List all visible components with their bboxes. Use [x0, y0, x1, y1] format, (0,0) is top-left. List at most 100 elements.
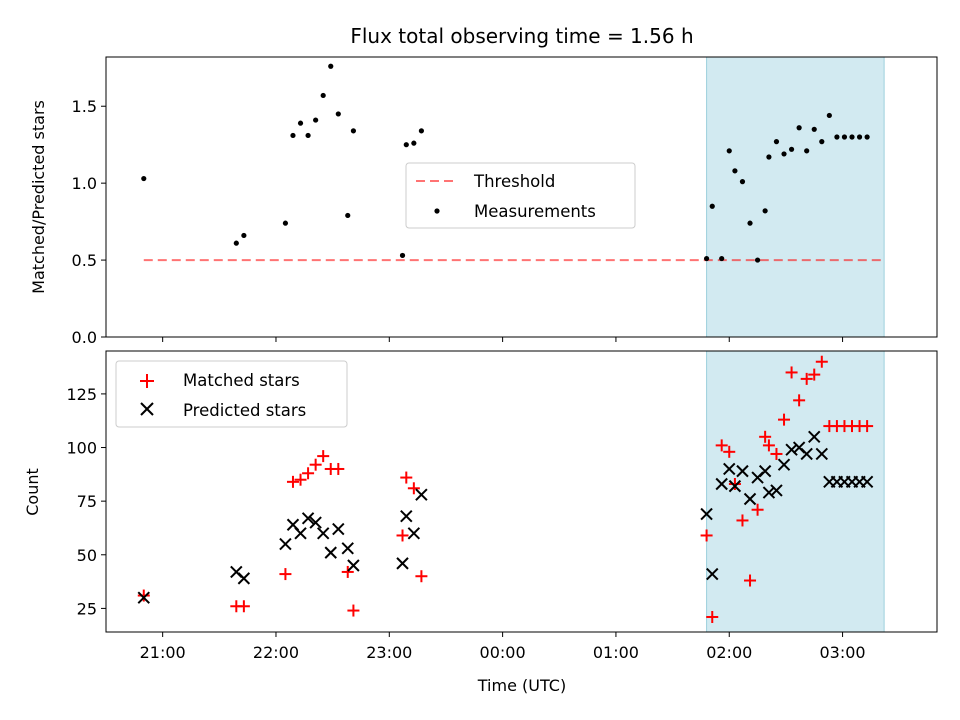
- measurement-point: [320, 92, 326, 99]
- predicted-star-point: [800, 447, 813, 461]
- measurement-point: [313, 117, 319, 123]
- measurement-point: [841, 134, 848, 140]
- measurement-point: [411, 140, 417, 146]
- matched-star-point: [723, 445, 736, 458]
- matched-star-point: [770, 447, 783, 460]
- measurement-point: [864, 134, 870, 140]
- measurement-point: [739, 179, 746, 185]
- matched-star-point: [778, 413, 791, 426]
- predicted-star-point: [341, 542, 354, 555]
- measurement-point: [849, 134, 855, 140]
- matched-star-point: [793, 394, 806, 407]
- top-highlight-span: [706, 56, 885, 338]
- matched-star-point: [279, 568, 292, 581]
- top-y-ticks: 0.0 0.5 1.0 1.5: [72, 97, 106, 347]
- predicted-star-point: [808, 430, 821, 444]
- measurement-point: [732, 168, 738, 174]
- matched-star-point: [800, 372, 813, 385]
- matched-star-point: [736, 514, 749, 527]
- measurement-point: [834, 134, 840, 140]
- predicted-star-point: [736, 464, 749, 478]
- bottom-highlight-span: [706, 350, 885, 633]
- bottom-axes-frame: [105, 350, 938, 633]
- legend-threshold-label: Threshold: [473, 172, 555, 191]
- measurement-point: [719, 255, 725, 262]
- matched-star-point: [347, 604, 360, 617]
- bottom-y-ticks: 25 50 75 100 125: [66, 385, 106, 618]
- legend-measurement-swatch: [434, 208, 440, 214]
- top-y-axis-label: Matched/Predicted stars: [29, 100, 48, 294]
- measurement-point: [282, 220, 289, 226]
- predicted-star-point: [324, 546, 337, 559]
- matched-star-point: [751, 503, 764, 516]
- measurement-point: [762, 208, 768, 214]
- matched-star-point: [415, 570, 428, 583]
- predicted-star-point: [347, 559, 360, 572]
- x-tick-label: 23:00: [366, 643, 412, 662]
- x-tick-label: 00:00: [480, 643, 526, 662]
- matched-star-point: [302, 467, 315, 480]
- measurement-point: [141, 175, 147, 182]
- predicted-star-point: [316, 527, 330, 540]
- predicted-star-point: [723, 462, 736, 476]
- matched-star-markers: [137, 355, 874, 623]
- matched-star-point: [294, 473, 307, 486]
- measurement-point: [345, 212, 351, 219]
- predicted-star-point: [309, 516, 322, 529]
- legend-matched-swatch: [140, 374, 154, 388]
- predicted-star-point: [777, 458, 791, 471]
- measurement-point: [826, 112, 832, 119]
- matched-star-point: [400, 471, 413, 484]
- predicted-star-point: [294, 527, 307, 540]
- x-tick-label: 22:00: [253, 643, 299, 662]
- x-tick-label: 01:00: [593, 643, 639, 662]
- measurement-point: [766, 154, 772, 160]
- measurement-point: [747, 220, 753, 226]
- predicted-star-point: [706, 567, 719, 581]
- measurement-point: [788, 146, 795, 152]
- measurement-point: [328, 63, 334, 69]
- measurement-point: [781, 151, 787, 157]
- top-y-tick-label: 1.5: [72, 97, 97, 116]
- bottom-x-ticks: 21:00 22:00 23:00 00:00 01:00 02:00 03:00: [140, 632, 866, 662]
- measurement-point: [335, 111, 341, 117]
- bottom-y-tick-label: 125: [66, 385, 97, 404]
- measurement-point: [305, 132, 311, 139]
- predicted-star-point: [415, 488, 428, 501]
- bottom-y-tick-label: 75: [77, 492, 97, 511]
- predicted-star-point: [785, 443, 798, 456]
- matched-star-point: [715, 439, 728, 452]
- predicted-star-point: [715, 477, 728, 491]
- measurement-point: [804, 148, 810, 154]
- matched-star-point: [706, 610, 719, 623]
- matched-star-point: [317, 450, 330, 463]
- measurement-point: [418, 128, 425, 134]
- measurement-point: [403, 142, 409, 148]
- legend-predicted-label: Predicted stars: [183, 401, 306, 420]
- matched-star-point: [309, 458, 322, 471]
- top-legend: Threshold Measurements: [405, 162, 636, 229]
- predicted-star-markers: [137, 430, 874, 604]
- matched-star-point: [728, 477, 741, 490]
- measurement-points: [141, 63, 870, 263]
- top-y-tick-label: 1.0: [72, 174, 97, 193]
- legend-predicted-swatch: [140, 402, 154, 416]
- bottom-legend-box: [115, 360, 348, 428]
- top-axes-frame: [105, 56, 938, 338]
- top-y-tick-label: 0.5: [72, 251, 97, 270]
- bottom-legend: Matched stars Predicted stars: [115, 360, 348, 428]
- x-tick-label: 02:00: [706, 643, 752, 662]
- matched-star-point: [396, 529, 409, 542]
- measurement-point: [241, 232, 247, 239]
- predicted-star-point: [700, 507, 713, 521]
- predicted-star-point: [400, 509, 413, 523]
- x-axis-label: Time (UTC): [477, 676, 566, 695]
- measurement-point: [290, 132, 296, 139]
- predicted-star-point: [860, 475, 874, 489]
- measurement-point: [754, 257, 761, 263]
- chart-title: Flux total observing time = 1.56 h: [350, 24, 693, 48]
- measurement-point: [709, 203, 715, 209]
- measurement-point: [399, 252, 406, 259]
- measurement-point: [233, 240, 239, 246]
